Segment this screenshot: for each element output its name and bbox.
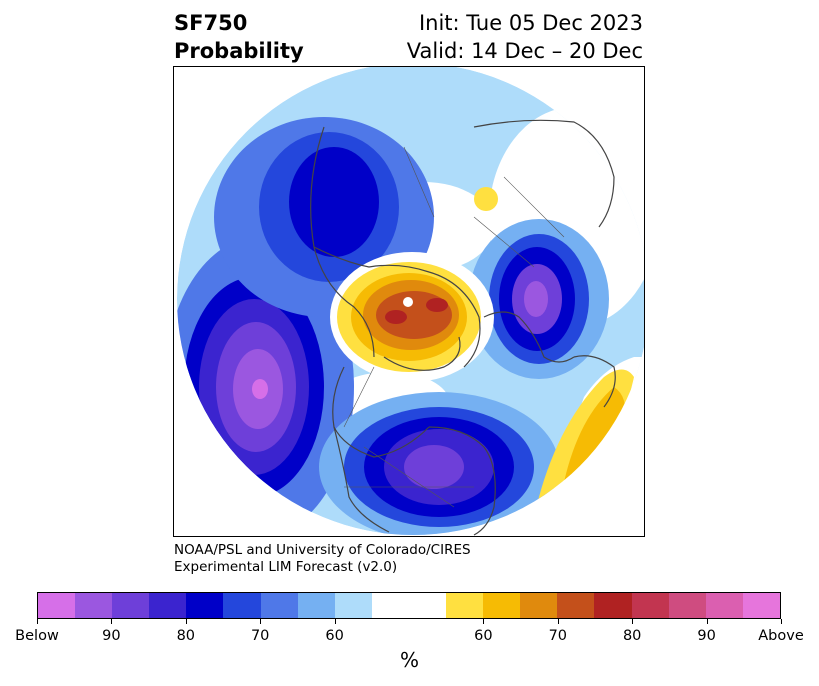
coast-europe [483,311,575,363]
coast-africa-asia [473,119,615,228]
colorbar-swatch [483,593,521,618]
colorbar-swatch [75,593,113,618]
colorbar-tick-mark [185,619,187,624]
colorbar-swatch [705,593,743,618]
colorbar-swatch [742,593,780,618]
colorbar-swatch [631,593,669,618]
border-lines [343,146,565,508]
na-low-5 [404,445,464,489]
colorbar-tick-label: 80 [622,628,642,644]
colorbar-swatch [260,593,298,618]
colorbar-swatch [223,593,261,618]
colorbar-tick-mark [334,619,336,624]
pole-marker [403,297,413,307]
colorbar-tick-label: 70 [548,628,568,644]
title-variable: SF750 [174,11,248,35]
forecast-dates: Init: Tue 05 Dec 2023 Valid: 14 Dec – 20… [407,9,643,65]
probability-field [177,67,644,535]
coastlines [310,119,616,536]
colorbar-swatch [38,593,76,618]
country-borders [343,146,565,508]
colorbar-swatch [112,593,150,618]
colorbar-swatch [334,593,372,618]
colorbar-tick-label: 80 [176,628,196,644]
colorbar-tick-label: 90 [697,628,716,644]
colorbar-tick-label: Below [15,628,59,644]
colorbar-swatch [557,593,595,618]
colorbar-swatch [520,593,558,618]
colorbar-tick-mark [632,619,634,624]
init-date: Init: Tue 05 Dec 2023 [418,11,643,35]
coast-siberia [313,246,481,368]
asia-low-3 [289,147,379,257]
arctic-high-5a [385,310,407,324]
title-type: Probability [174,39,304,63]
europe-low-5 [524,281,548,317]
valid-date: Valid: 14 Dec – 20 Dec [406,39,643,63]
colorbar-tick-label: 90 [102,628,121,644]
colorbar-swatch [668,593,706,618]
colorbar-tick-label: 70 [250,628,270,644]
coast-nwamerica [333,426,390,533]
colorbar-tick-mark [260,619,262,624]
colorbar-tick-label: 60 [474,628,493,644]
credit-line1: NOAA/PSL and University of Colorado/CIRE… [174,542,471,558]
colorbar-tick-mark [706,619,708,624]
colorbar-tick-label: Above [758,628,804,644]
colorbar-tick-mark [111,619,113,624]
probability-map-svg [177,67,644,536]
colorbar-swatch [408,593,447,618]
pacific-low-6 [252,379,268,399]
map-title: SF750 Probability [174,9,304,65]
colorbar-tick-mark [557,619,559,624]
colorbar-tick-label: 60 [325,628,344,644]
coast-westeurope [573,355,616,408]
colorbar-tick-mark [37,619,38,624]
asia-high [474,187,498,211]
coast-greenland [383,336,461,371]
colorbar-swatch [446,593,484,618]
colorbar-swatch [186,593,224,618]
coast-alaska [332,366,430,458]
arctic-high-5b [426,298,448,312]
forecast-map [173,66,645,537]
credit-line2: Experimental LIM Forecast (v2.0) [174,559,398,575]
colorbar-units: % [399,648,419,672]
coast-eamerica [428,426,496,536]
colorbar-tick-mark [781,619,782,624]
colorbar-swatch [594,593,632,618]
colorbar-tick-mark [483,619,485,624]
colorbar-swatch [297,593,335,618]
colorbar-swatch [149,593,187,618]
coast-asia [310,126,375,358]
colorbar [37,592,781,619]
credit-text: NOAA/PSL and University of Colorado/CIRE… [174,542,471,576]
colorbar-swatch [371,593,409,618]
atlantic-high-2 [564,387,626,487]
